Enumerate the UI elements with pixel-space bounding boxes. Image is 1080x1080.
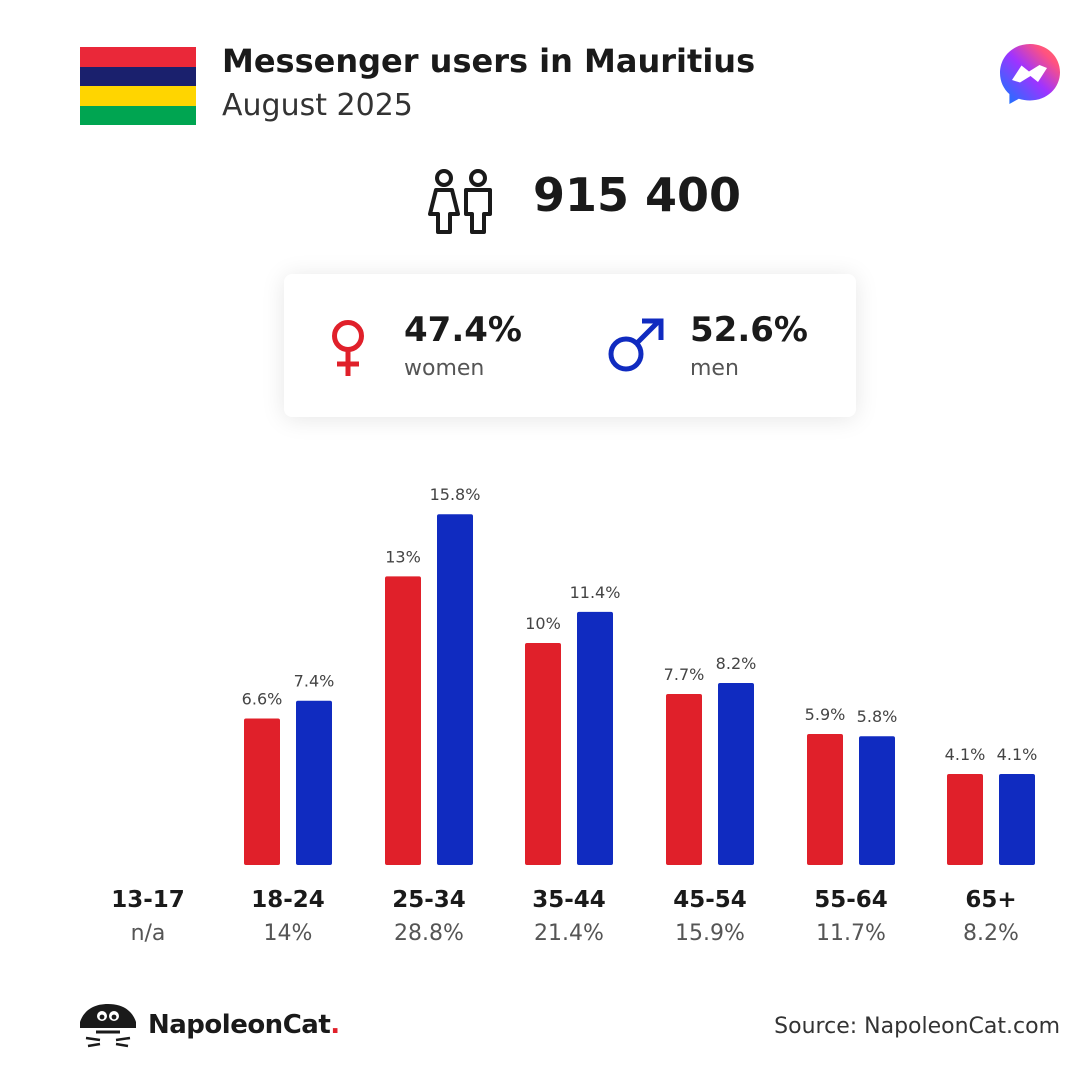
bar-women-25-34 — [385, 576, 421, 865]
bar-label-women-35-44: 10% — [525, 614, 561, 633]
bar-men-18-24 — [296, 700, 332, 865]
brand-name-text: NapoleonCat — [148, 1010, 331, 1040]
bar-men-65+ — [999, 773, 1035, 865]
brand-name: NapoleonCat. — [148, 1010, 340, 1040]
men-percentage: 52.6% — [690, 310, 808, 350]
bar-women-65+ — [947, 773, 983, 865]
bar-label-men-45-54: 8.2% — [716, 654, 757, 673]
age-group-total: 21.4% — [534, 921, 604, 946]
flag-stripe-yellow — [80, 86, 196, 106]
napoleoncat-logo-icon — [80, 1004, 136, 1048]
bar-label-women-55-64: 5.9% — [805, 705, 846, 724]
messenger-icon — [1000, 44, 1060, 104]
bar-label-women-18-24: 6.6% — [242, 689, 283, 708]
source-text: Source: NapoleonCat.com — [774, 1014, 1060, 1039]
bar-men-25-34 — [437, 514, 473, 865]
bar-women-45-54 — [666, 694, 702, 865]
age-group-label: 25-34 — [392, 887, 466, 913]
bar-label-men-18-24: 7.4% — [294, 672, 335, 691]
age-distribution-chart: 13-17 n/a 6.6% 7.4% 18-24 14% 13% 15.8% 25-34 28.… — [111, 485, 1038, 946]
women-label: women — [404, 356, 485, 381]
age-group-total: 8.2% — [963, 921, 1019, 946]
age-group-total: 15.9% — [675, 921, 745, 946]
flag-stripe-blue — [80, 66, 196, 86]
bar-women-55-64 — [807, 734, 843, 865]
brand-dot: . — [330, 1010, 340, 1040]
age-group-label: 13-17 — [111, 887, 185, 913]
bar-label-men-55-64: 5.8% — [857, 707, 898, 726]
age-group-total: 14% — [264, 921, 313, 946]
bar-women-18-24 — [244, 718, 280, 865]
bar-label-women-65+: 4.1% — [945, 745, 986, 764]
female-icon — [332, 320, 364, 376]
gender-card: 47.4% women 52.6% men — [284, 274, 856, 417]
age-group-label: 55-64 — [814, 887, 888, 913]
page-subtitle: August 2025 — [222, 88, 413, 123]
age-group-total: 28.8% — [394, 921, 464, 946]
age-group-label: 35-44 — [532, 887, 606, 913]
total-users: 915 400 — [533, 168, 742, 222]
bar-label-men-25-34: 15.8% — [430, 485, 481, 504]
age-group-label: 18-24 — [251, 887, 325, 913]
page-title: Messenger users in Mauritius — [222, 42, 756, 80]
male-icon — [608, 318, 664, 372]
mauritius-flag — [80, 47, 196, 125]
bar-label-women-25-34: 13% — [385, 547, 421, 566]
age-group-label: 45-54 — [673, 887, 747, 913]
bar-men-55-64 — [859, 736, 895, 865]
age-group-total: 11.7% — [816, 921, 886, 946]
bar-men-45-54 — [718, 682, 754, 865]
bar-women-35-44 — [525, 643, 561, 865]
bar-label-men-35-44: 11.4% — [570, 583, 621, 602]
people-icon — [428, 169, 492, 234]
bar-label-men-65+: 4.1% — [997, 745, 1038, 764]
men-label: men — [690, 356, 739, 381]
flag-stripe-red — [80, 47, 196, 67]
bar-label-women-45-54: 7.7% — [664, 665, 705, 684]
flag-stripe-green — [80, 105, 196, 125]
age-group-label: 65+ — [965, 887, 1016, 913]
bar-men-35-44 — [577, 611, 613, 865]
age-group-total: n/a — [131, 921, 166, 946]
women-percentage: 47.4% — [404, 310, 522, 350]
